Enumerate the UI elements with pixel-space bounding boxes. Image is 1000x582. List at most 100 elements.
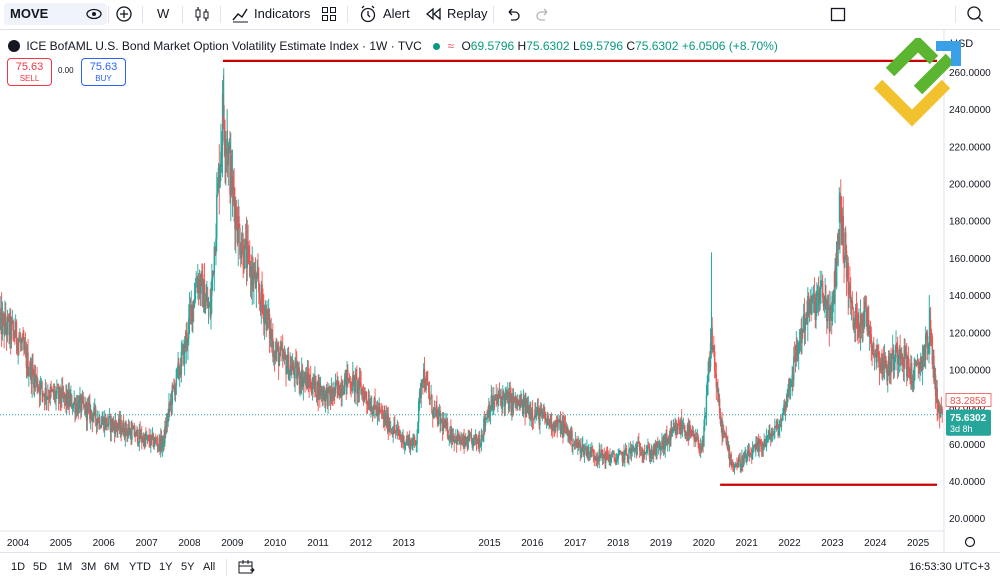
fullscreen-icon[interactable]	[830, 4, 846, 24]
candle-body	[264, 308, 267, 313]
candle-body	[85, 402, 87, 414]
candle-body	[225, 149, 227, 155]
candle-body	[349, 381, 352, 388]
candle-body	[500, 397, 502, 399]
candle-body	[398, 429, 400, 435]
candle-body	[465, 436, 467, 444]
candles-icon[interactable]	[194, 4, 210, 24]
candle-body	[797, 353, 799, 355]
quick-search-icon[interactable]	[966, 4, 984, 24]
candle-body	[908, 366, 910, 371]
range-button-5y[interactable]: 5Y	[181, 561, 195, 573]
range-button-6m[interactable]: 6M	[104, 561, 120, 573]
candle-body	[343, 378, 346, 394]
candle-body	[451, 435, 453, 441]
replay-button[interactable]: Replay	[447, 6, 488, 21]
range-button-1d[interactable]: 1D	[11, 561, 26, 573]
candle-body	[299, 380, 301, 385]
candle-body	[729, 454, 732, 461]
separator	[493, 6, 494, 23]
candle-body	[932, 356, 934, 365]
candle-body	[829, 308, 831, 331]
templates-icon[interactable]	[321, 4, 337, 24]
candle-body	[402, 435, 404, 442]
candle-body	[228, 144, 230, 149]
clock-readout[interactable]: 16:53:30 UTC+3	[908, 561, 990, 573]
sell-button[interactable]: 75.63 SELL	[7, 58, 52, 86]
candle-body	[129, 430, 131, 435]
candle-body	[887, 355, 890, 375]
indicators-button[interactable]: Indicators	[254, 6, 311, 21]
candle-body	[444, 420, 446, 428]
candle-body	[361, 389, 363, 394]
candle-body	[894, 357, 896, 359]
candle-body	[296, 361, 298, 379]
candle-body	[596, 457, 599, 461]
candle-body	[409, 439, 412, 450]
candle-body	[164, 426, 167, 433]
candle-body	[10, 322, 13, 340]
redo-icon[interactable]	[535, 4, 551, 24]
candle-body	[737, 466, 739, 468]
candle-body	[430, 395, 432, 399]
add-symbol-icon[interactable]	[115, 4, 133, 24]
candle-body	[521, 403, 524, 415]
candle-body	[668, 435, 671, 443]
candle-body	[410, 439, 413, 445]
candle-body	[872, 342, 874, 351]
candle-body	[483, 418, 485, 436]
candle-body	[656, 442, 658, 456]
candle-body	[108, 416, 111, 417]
alert-icon[interactable]	[359, 4, 377, 24]
candle-body	[940, 407, 943, 409]
candle-body	[767, 436, 769, 437]
candle-body	[477, 440, 479, 445]
candle-body	[394, 424, 396, 431]
interval-button[interactable]: W	[157, 6, 170, 21]
time-tick-label: 2009	[221, 538, 244, 549]
alert-button[interactable]: Alert	[383, 6, 410, 21]
buy-button[interactable]: 75.63 BUY	[81, 58, 126, 86]
range-button-5d[interactable]: 5D	[33, 561, 48, 573]
range-button-all[interactable]: All	[203, 561, 216, 573]
candle-body	[258, 292, 261, 301]
candle-body	[437, 411, 439, 425]
candle-body	[61, 387, 64, 395]
candle-body	[902, 365, 905, 367]
candle-body	[28, 373, 30, 376]
candle-body	[718, 398, 720, 403]
candle-body	[190, 304, 192, 309]
candle-body	[379, 407, 381, 410]
candle-body	[233, 188, 235, 204]
date-range-icon[interactable]	[237, 558, 255, 581]
price-chart[interactable]: 20.0000 40.0000 60.0000 80.0000 100.0000 120.…	[0, 29, 1000, 552]
time-tick-label: 2020	[693, 538, 716, 549]
candle-body	[768, 430, 770, 437]
candle-body	[570, 430, 572, 441]
candle-body	[609, 455, 611, 462]
candle-body	[841, 215, 844, 245]
range-button-1y[interactable]: 1Y	[159, 561, 173, 573]
eye-icon[interactable]	[86, 4, 102, 24]
candle-body	[514, 395, 516, 403]
candle-body	[826, 300, 828, 322]
candle-body	[694, 439, 696, 442]
candle-body	[309, 378, 311, 388]
range-button-1m[interactable]: 1M	[57, 561, 73, 573]
candle-body	[268, 313, 270, 320]
candle-body	[480, 435, 483, 446]
symbol-search[interactable]: MOVE	[4, 3, 107, 25]
candle-body	[637, 441, 639, 445]
candle-body	[1, 314, 4, 335]
indicators-icon[interactable]	[231, 4, 249, 24]
bottom-toolbar: 1D 5D 1M 3M 6M YTD 1Y 5Y All 16:53:30 UTC+3	[0, 552, 1000, 582]
undo-icon[interactable]	[505, 4, 521, 24]
candle-body	[213, 246, 216, 274]
candle-body	[34, 373, 37, 380]
candle-body	[689, 427, 691, 430]
candle-body	[103, 418, 106, 431]
replay-icon[interactable]	[425, 4, 441, 24]
range-button-3m[interactable]: 3M	[81, 561, 97, 573]
time-tick-label: 2019	[650, 538, 673, 549]
range-button-ytd[interactable]: YTD	[129, 561, 151, 573]
